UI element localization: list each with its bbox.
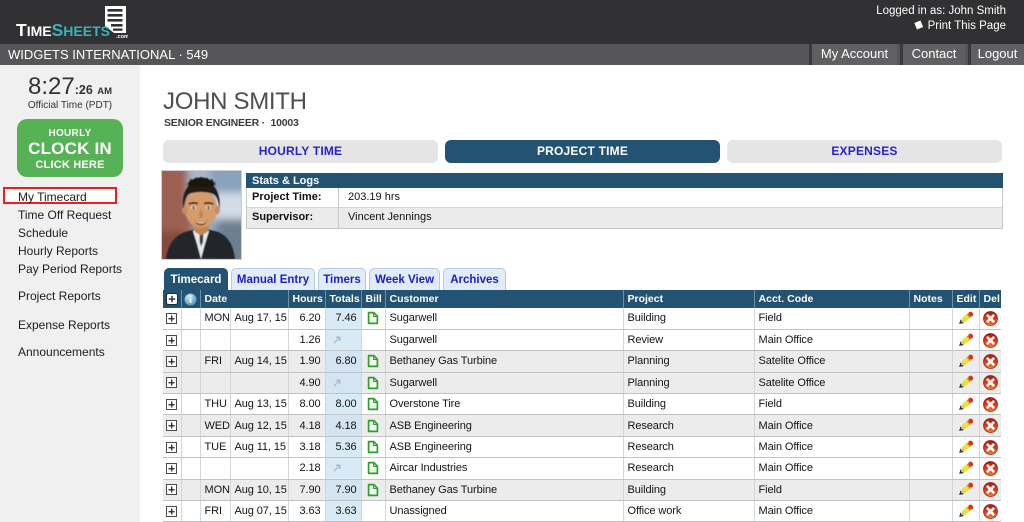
svg-text:.com: .com xyxy=(116,34,128,40)
